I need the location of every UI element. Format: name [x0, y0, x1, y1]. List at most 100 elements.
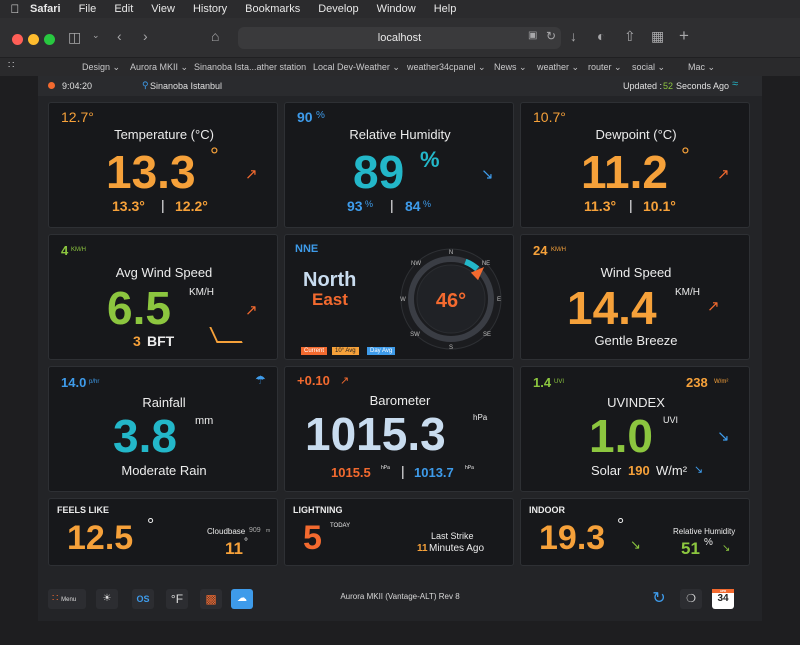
- browser-toolbar: ◫ ⌄ ‹ › ⌂ localhost ▣ ↻ ↓ ◐ ⇧ ▦ +: [0, 18, 800, 58]
- favorite-item[interactable]: Design ⌄: [82, 62, 121, 72]
- compass-label-e: E: [497, 297, 501, 303]
- rainfall-unit: mm: [195, 415, 214, 427]
- zoom-window-button[interactable]: [44, 34, 55, 45]
- os-button[interactable]: OS: [132, 589, 154, 609]
- menu-edit[interactable]: Edit: [114, 3, 134, 15]
- tab-overview-icon[interactable]: ▦: [651, 28, 665, 44]
- favorite-item[interactable]: social ⌄: [632, 62, 666, 72]
- refresh-button[interactable]: ↻: [648, 589, 670, 609]
- menu-history[interactable]: History: [192, 3, 228, 15]
- calendar-button[interactable]: APR 34: [712, 589, 734, 609]
- chevron-down-icon[interactable]: ⌄: [92, 30, 100, 40]
- favorite-item[interactable]: weather34cpanel ⌄: [407, 62, 486, 72]
- favorite-item[interactable]: Sinanoba Ista...ather station: [194, 62, 307, 72]
- legend-10-avg: 10° Avg: [332, 347, 359, 355]
- download-icon[interactable]: ↓: [570, 28, 577, 44]
- units-toggle-button[interactable]: °F: [166, 589, 188, 609]
- minimize-window-button[interactable]: [28, 34, 39, 45]
- humidity-unit: %: [420, 147, 440, 172]
- favorites-grid-icon[interactable]: ∷: [8, 60, 15, 71]
- privacy-shield-icon[interactable]: ◐: [597, 28, 606, 44]
- favorite-item[interactable]: router ⌄: [588, 62, 622, 72]
- new-tab-icon[interactable]: +: [679, 26, 689, 45]
- translate-icon[interactable]: ▣: [528, 30, 538, 41]
- favorite-item[interactable]: News ⌄: [494, 62, 527, 72]
- rainfall-card[interactable]: 14.0 p/hr ☂ Rainfall 3.8 mm Moderate Rai…: [48, 366, 278, 492]
- trend-down-icon: ↘: [481, 166, 494, 183]
- back-icon[interactable]: ‹: [117, 28, 122, 44]
- share-icon[interactable]: ⇧: [624, 28, 636, 44]
- forward-icon[interactable]: ›: [143, 28, 148, 44]
- dewpoint-card[interactable]: 10.7° Dewpoint (°C) 11.2 ° ↗ 11.3° | 10.…: [520, 102, 750, 228]
- indoor-temperature: 19.3: [539, 519, 606, 557]
- wind-speed-value: 14.4: [567, 282, 657, 334]
- menu-window[interactable]: Window: [376, 3, 416, 15]
- macos-menubar:  Safari File Edit View History Bookmark…: [0, 0, 800, 18]
- sun-icon: ☀: [102, 593, 112, 604]
- feels-like-value: 12.5: [67, 519, 134, 557]
- bulb-button[interactable]: ❍: [680, 589, 702, 609]
- favorite-item[interactable]: Aurora MKII ⌄: [130, 62, 189, 72]
- menu-view[interactable]: View: [151, 3, 175, 15]
- wind-direction-line2: East: [312, 290, 348, 309]
- indoor-humidity-label: Relative Humidity: [673, 527, 736, 536]
- close-window-button[interactable]: [12, 34, 23, 45]
- temperature-degree: °: [210, 143, 219, 168]
- lightning-strike-count: 5: [303, 519, 322, 557]
- uv-index-card[interactable]: 1.4 UVI 238 W/m² UVINDEX 1.0 UVI ↘ Solar…: [520, 366, 750, 492]
- address-bar[interactable]: localhost: [238, 27, 561, 49]
- favorite-item[interactable]: Local Dev-Weather ⌄: [313, 62, 400, 72]
- uv-corner-unit: UVI: [554, 379, 565, 385]
- compass-label-ne: NE: [482, 261, 490, 267]
- uv-value: 1.0: [589, 410, 653, 462]
- theme-toggle-button[interactable]: ☀: [96, 589, 118, 609]
- humidity-min-unit: %: [365, 199, 374, 209]
- trend-down-icon: ↘: [630, 537, 641, 552]
- avg-wind-title: Avg Wind Speed: [115, 265, 213, 280]
- menu-bookmarks[interactable]: Bookmarks: [245, 3, 301, 15]
- wind-direction-card[interactable]: NNE North East N NE E SE S SW W NW 46° C…: [284, 234, 514, 360]
- menu-help[interactable]: Help: [433, 3, 457, 15]
- heading-arc: [464, 258, 480, 272]
- humidity-separator: |: [390, 197, 394, 213]
- menu-app-name[interactable]: Safari: [30, 3, 61, 15]
- cloud-icon: ☁: [237, 593, 247, 604]
- charts-button[interactable]: ▩: [200, 589, 222, 609]
- compass-label-sw: SW: [410, 332, 420, 338]
- reload-icon[interactable]: ↻: [546, 29, 557, 43]
- trend-up-icon: ↗: [340, 375, 350, 387]
- menu-button[interactable]: ∷ Menu: [48, 589, 86, 609]
- menu-develop[interactable]: Develop: [318, 3, 359, 15]
- weather-service-button[interactable]: ☁: [231, 589, 253, 609]
- lightning-card[interactable]: LIGHTNING 5 TODAY Last Strike 11 Minutes…: [284, 498, 514, 566]
- avg-wind-unit: KM/H: [189, 287, 214, 298]
- last-strike-label: Last Strike: [431, 531, 474, 541]
- favorite-item[interactable]: weather ⌄: [537, 62, 580, 72]
- wind-speed-unit: KM/H: [675, 287, 700, 298]
- barometer-max-unit: hPa: [465, 465, 474, 471]
- favorite-item[interactable]: Mac ⌄: [688, 62, 716, 72]
- refresh-icon: ↻: [652, 590, 666, 607]
- status-strip: 9:04:20 ⚲ Sinanoba Istanbul Updated : 52…: [38, 76, 762, 96]
- home-icon[interactable]: ⌂: [211, 28, 220, 44]
- feels-like-card[interactable]: FEELS LIKE 12.5 ° Cloudbase 909 m 11 °: [48, 498, 278, 566]
- barometer-value: 1015.3: [305, 408, 446, 460]
- avg-wind-card[interactable]: 4 KM/H Avg Wind Speed 6.5 KM/H ↗ 3 BFT: [48, 234, 278, 360]
- barometer-min-unit: hPa: [381, 465, 390, 471]
- indoor-card[interactable]: INDOOR 19.3 ° ↘ Relative Humidity 51 % ↘: [520, 498, 750, 566]
- barometer-card[interactable]: +0.10 ↗ Barometer 1015.3 hPa 1015.5 hPa …: [284, 366, 514, 492]
- feels-like-title: FEELS LIKE: [57, 505, 110, 515]
- temperature-card[interactable]: 12.7° Temperature (°C) 13.3 ° ↗ 13.3° | …: [48, 102, 278, 228]
- solar-corner-unit: W/m²: [714, 379, 729, 385]
- cloudbase-label: Cloudbase: [207, 527, 246, 536]
- humidity-card[interactable]: 90 % Relative Humidity 89 % ↘ 93 % | 84 …: [284, 102, 514, 228]
- location-pin-icon: ⚲: [142, 80, 149, 90]
- rainfall-description: Moderate Rain: [121, 463, 207, 478]
- wind-speed-card[interactable]: 24 KM/H Wind Speed 14.4 KM/H ↗ Gentle Br…: [520, 234, 750, 360]
- menu-file[interactable]: File: [78, 3, 97, 15]
- os-label: OS: [136, 594, 150, 604]
- compass-label-s: S: [449, 345, 453, 351]
- apple-icon[interactable]: : [0, 2, 30, 16]
- temperature-max: 12.2°: [175, 198, 208, 214]
- sidebar-icon[interactable]: ◫: [68, 29, 82, 45]
